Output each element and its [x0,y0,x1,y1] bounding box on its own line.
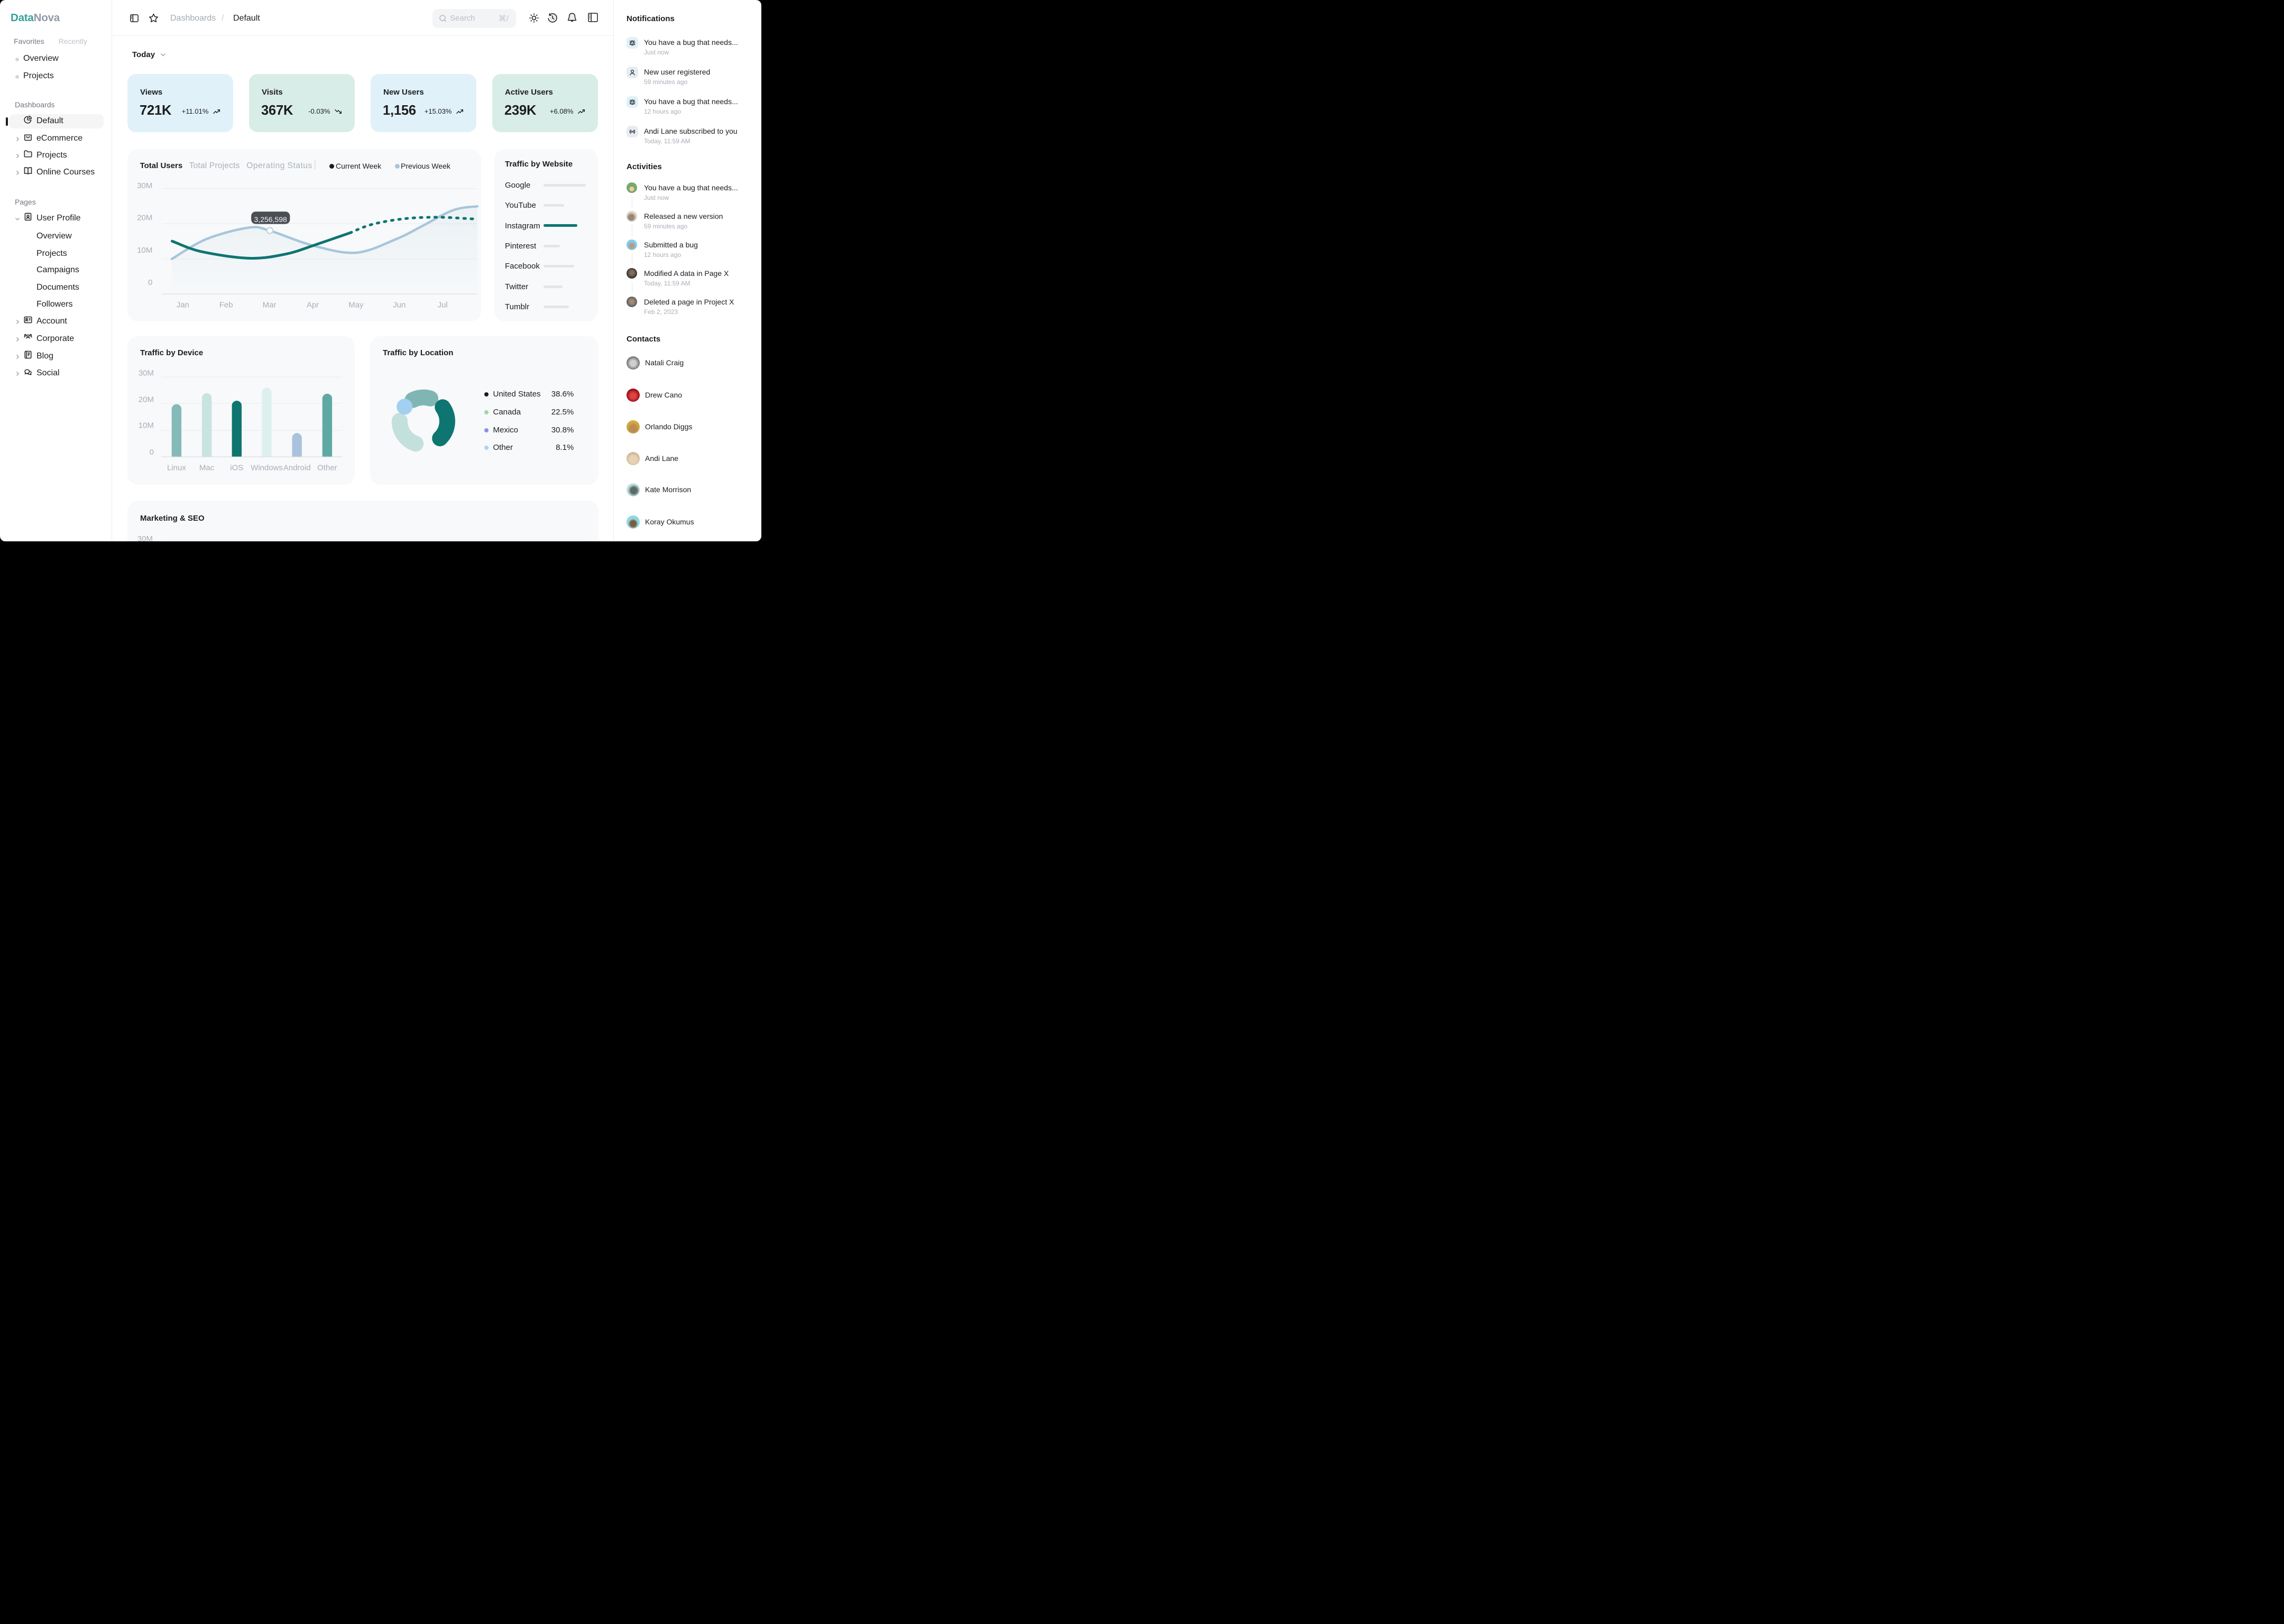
svg-text:10M: 10M [139,421,154,430]
svg-text:May: May [348,300,364,309]
svg-text:Windows: Windows [251,463,283,472]
svg-text:Mac: Mac [199,463,215,472]
svg-text:Apr: Apr [307,300,319,309]
svg-text:0: 0 [150,448,154,457]
svg-text:20M: 20M [137,214,152,223]
svg-text:10M: 10M [137,246,152,255]
svg-text:30M: 30M [137,181,152,190]
svg-text:Jun: Jun [393,300,406,309]
svg-text:Feb: Feb [219,300,233,309]
svg-text:Jan: Jan [177,300,189,309]
svg-text:3,256,598: 3,256,598 [254,215,287,224]
svg-text:Linux: Linux [167,463,186,472]
svg-text:Jul: Jul [438,300,448,309]
svg-text:0: 0 [148,278,152,287]
svg-text:Android: Android [283,463,311,472]
svg-text:Other: Other [317,463,337,472]
svg-text:30M: 30M [139,369,154,378]
svg-text:iOS: iOS [230,463,243,472]
svg-text:20M: 20M [139,395,154,404]
svg-text:Mar: Mar [263,300,277,309]
